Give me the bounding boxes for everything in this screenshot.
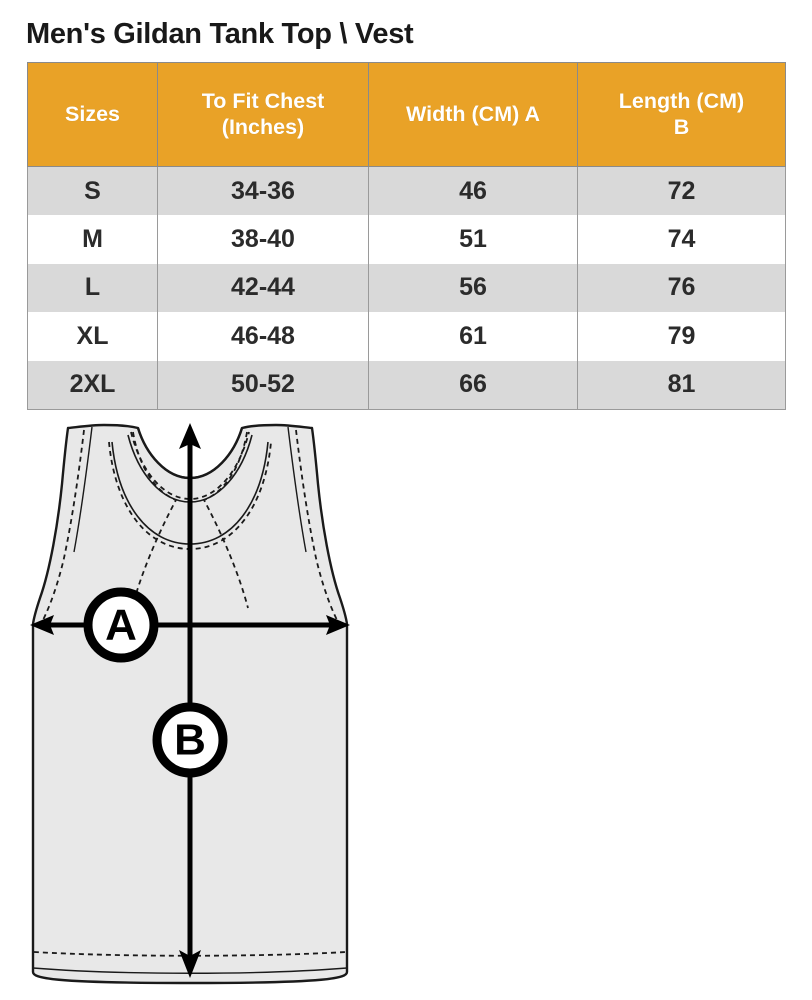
page-title: Men's Gildan Tank Top \ Vest [26,18,414,50]
table-row: L 42-44 56 76 [27,263,786,313]
header-line: Width (CM) A [406,101,540,126]
cell-width: 51 [368,215,578,264]
cell-length: 72 [577,166,786,216]
stitch-back-collar [130,431,250,500]
cell-length: 76 [577,263,786,313]
cell-width: 46 [368,166,578,216]
cell-length: 79 [577,312,786,361]
column-header-length: Length (CM) B [577,62,786,167]
cell-size: XL [27,312,158,361]
header-line: B [673,114,690,139]
cell-chest: 38-40 [157,215,369,264]
measure-a-badge-label: A [105,601,137,650]
measure-a-arrowhead-right [326,615,350,635]
cell-chest: 50-52 [157,360,369,410]
table-header-row: Sizes To Fit Chest (Inches) Width (CM) A… [27,62,786,167]
column-header-chest: To Fit Chest (Inches) [157,62,369,167]
stitch-armhole-right-outer [295,429,338,621]
table-header: Sizes To Fit Chest (Inches) Width (CM) A… [27,62,786,167]
measure-a-badge: A [83,587,159,663]
cell-chest: 42-44 [157,263,369,313]
column-header-width: Width (CM) A [368,62,578,167]
header-line: To Fit Chest [201,89,325,114]
armhole-right-edge [189,427,244,480]
cell-size: L [27,263,158,313]
stitch-armhole-left-outer [42,429,85,621]
cell-width: 66 [368,360,578,410]
table-body: S 34-36 46 72 M 38-40 51 74 L 42-44 56 7… [27,166,786,410]
cell-size: 2XL [27,360,158,410]
armhole-left-edge [136,427,191,480]
cell-length: 74 [577,215,786,264]
column-header-sizes: Sizes [27,62,158,167]
table-row: 2XL 50-52 66 81 [27,360,786,410]
measure-b-badge-label: B [174,716,206,765]
cell-width: 61 [368,312,578,361]
measure-a-badge-circle [83,587,159,663]
table-row: XL 46-48 61 79 [27,312,786,361]
shoulder-seam-right [287,426,307,553]
stitch-armhole-right-inner [202,431,249,609]
header-line: Length (CM) [618,89,745,114]
header-line: (Inches) [221,114,305,139]
garment-diagram: A B [0,412,812,1000]
cell-size: M [27,215,158,264]
table-row: M 38-40 51 74 [27,215,786,264]
measure-b-badge-circle [152,702,228,778]
measure-b-badge: B [152,702,228,778]
cell-chest: 46-48 [157,312,369,361]
measure-b-arrowhead-bottom [179,950,201,978]
shoulder-seam-left [73,426,93,553]
stitch-armhole-left-inner [131,431,178,609]
header-line: Sizes [65,101,120,126]
cell-length: 81 [577,360,786,410]
measure-a-arrowhead-left [30,615,54,635]
cell-size: S [27,166,158,216]
table-row: S 34-36 46 72 [27,166,786,216]
size-chart-table: Sizes To Fit Chest (Inches) Width (CM) A… [27,62,786,410]
measurement-b-arrow [179,423,201,978]
cell-width: 56 [368,263,578,313]
measure-b-arrowhead-top [179,423,201,449]
armhole-binding-left [32,483,63,625]
cell-chest: 34-36 [157,166,369,216]
